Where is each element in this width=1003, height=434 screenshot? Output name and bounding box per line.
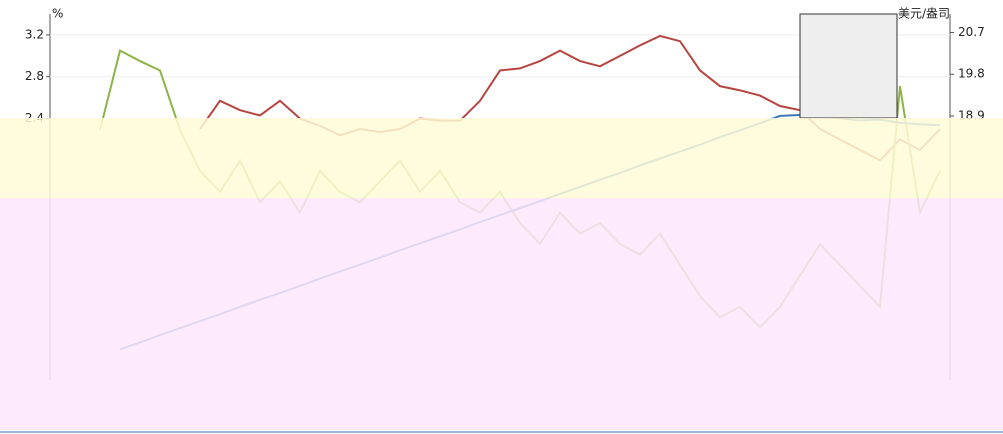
y2-tick-label: 19.8 [958,67,985,81]
overlay-pink [0,198,1003,430]
y-axis-label: % [52,7,63,21]
y-tick-label: 2.8 [25,69,44,83]
y-tick-label: 3.2 [25,27,44,41]
y2-axis-label: 美元/盎司 [898,7,950,21]
overlay-yellow [0,118,1003,198]
y2-tick-label: 20.7 [958,25,985,39]
selection-box [799,13,898,119]
